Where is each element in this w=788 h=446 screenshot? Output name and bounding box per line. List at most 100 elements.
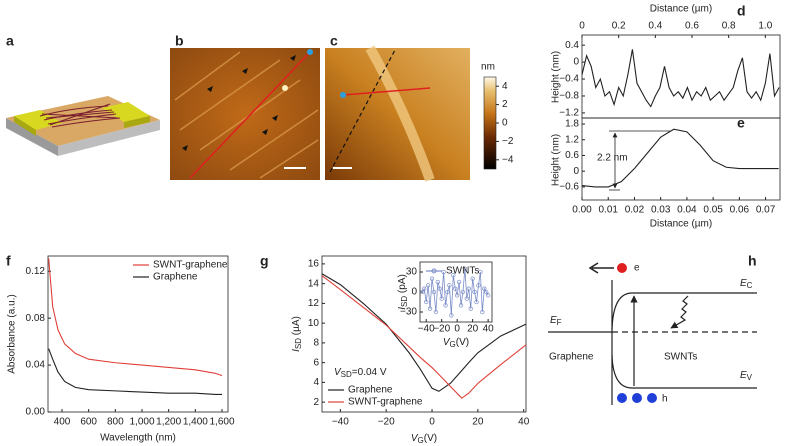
text-part: SD	[341, 370, 352, 379]
x-tick-label: −40	[418, 324, 435, 335]
y-tick-label: 14	[308, 278, 320, 289]
text-part: =0.04 V	[352, 367, 387, 378]
x-tick-label: 0.4	[648, 21, 662, 32]
marker	[478, 269, 483, 275]
x-tick-label: 0.01	[598, 205, 618, 216]
x-axis-label: Distance (µm)	[650, 219, 712, 230]
series-line	[421, 268, 489, 316]
x-tick-label: 0.03	[651, 205, 671, 216]
y-tick-label: 16	[308, 259, 320, 270]
hole-label: h	[662, 394, 668, 405]
y-tick-label: 0	[411, 287, 417, 298]
legend-label: Graphene	[153, 272, 198, 283]
marker	[453, 286, 458, 291]
legend-label: Graphene	[348, 385, 393, 396]
x-tick-label: 600	[80, 417, 97, 428]
text-part: C	[747, 281, 753, 290]
marker	[437, 286, 442, 291]
panel-label: d	[737, 3, 746, 19]
x-tick-label: 0.06	[730, 205, 750, 216]
y-axis-label: ISD (pA)	[397, 274, 409, 310]
text-part: V	[334, 367, 342, 378]
y-tick-label: 0	[573, 166, 579, 177]
text-part: E	[740, 278, 747, 289]
marker	[427, 306, 433, 311]
text-part: (V)	[424, 433, 437, 444]
annotation: 2.2 nm	[597, 153, 628, 164]
marker	[447, 283, 452, 288]
y-axis-label: Absorbance (a.u.)	[7, 294, 18, 374]
panel-label: c	[330, 33, 338, 49]
y-tick-label: 6	[313, 357, 319, 368]
marker	[449, 313, 454, 318]
y-tick-label: −0.8	[559, 91, 579, 102]
x-tick-label: 800	[107, 417, 124, 428]
x-axis-label: VG(V)	[443, 337, 469, 349]
text-part: G	[450, 340, 456, 349]
marker	[466, 286, 471, 291]
afm-image	[325, 45, 470, 182]
y-tick-label: 0.4	[565, 40, 579, 51]
marker	[425, 283, 431, 288]
panel-label: a	[6, 33, 14, 49]
text-part: G	[418, 436, 424, 445]
panel-label: f	[6, 253, 11, 269]
marker	[462, 266, 468, 271]
x-tick-label: 1,200	[156, 417, 181, 428]
x-axis-label: Distance (µm)	[650, 4, 712, 15]
y-tick-label: 1.8	[565, 119, 579, 130]
plot-frame	[47, 255, 229, 413]
text-part: I	[291, 349, 302, 352]
marker	[470, 276, 475, 281]
tick-label: 0	[502, 118, 508, 129]
x-tick-label: 20	[472, 417, 484, 428]
text-part: I	[397, 307, 408, 310]
y-tick-label: 10	[308, 318, 320, 329]
x-tick-label: 0.05	[703, 205, 723, 216]
x-tick-label: 0.07	[756, 205, 776, 216]
legend-label: SWNTs	[446, 266, 479, 277]
afm-image	[170, 48, 320, 180]
marker	[456, 279, 462, 285]
marker	[445, 289, 450, 295]
series-line	[48, 348, 222, 395]
marker	[464, 296, 469, 301]
marker	[482, 286, 487, 291]
y-tick-label: −1.2	[559, 108, 579, 119]
electron-label: e	[634, 263, 640, 274]
series-line	[48, 258, 223, 377]
panel-label: g	[260, 253, 269, 269]
marker	[439, 296, 444, 301]
marker	[451, 273, 456, 278]
tick-label: 4	[502, 81, 508, 92]
band-diagram	[548, 262, 757, 405]
marker	[431, 289, 437, 295]
marker	[420, 289, 425, 295]
colorbar-unit: nm	[481, 62, 495, 73]
series-line	[581, 49, 780, 108]
y-axis-label: Height (nm)	[551, 51, 562, 103]
y-tick-label: 12	[308, 298, 320, 309]
tick-label: −4	[502, 154, 514, 165]
x-tick-label: 1.0	[758, 21, 772, 32]
x-tick-label: 1,400	[183, 417, 208, 428]
x-tick-label: 1,600	[209, 417, 234, 428]
legend-label: SWNT-graphene	[348, 397, 423, 408]
marker	[458, 303, 464, 308]
series-line	[321, 275, 527, 399]
electron	[617, 263, 627, 273]
device-sketch	[6, 96, 160, 156]
marker	[485, 293, 491, 298]
x-tick-label: −20	[378, 417, 395, 428]
marker	[455, 293, 460, 298]
holes	[617, 393, 657, 403]
x-tick-label: 0.04	[677, 205, 697, 216]
marker	[441, 269, 446, 275]
plot-frame	[581, 117, 781, 201]
x-axis-label: Wavelength (nm)	[100, 433, 176, 444]
x-tick-label: 0.8	[722, 21, 736, 32]
height-marker	[609, 130, 670, 191]
band-label: EC	[740, 278, 753, 290]
plot-frame	[581, 34, 781, 119]
tick-label: 2	[502, 99, 508, 110]
